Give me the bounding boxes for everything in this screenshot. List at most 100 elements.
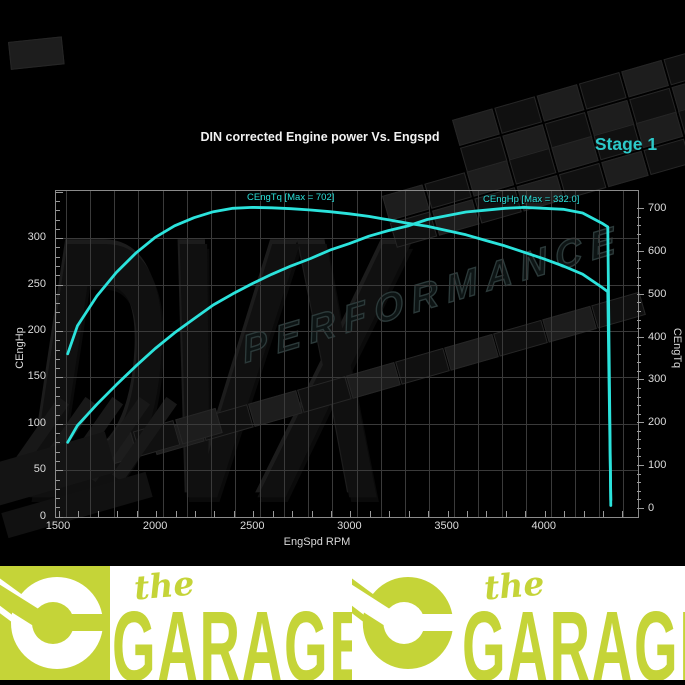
curve-CEngTq <box>66 205 613 502</box>
x-axis-tick <box>214 511 216 517</box>
left-axis-tick <box>56 191 63 193</box>
stage-badge: Stage 1 <box>594 134 658 154</box>
gridline-vertical <box>574 191 576 517</box>
right-axis-tick <box>637 208 644 210</box>
right-tick-label: 500 <box>648 287 667 300</box>
right-axis-tick <box>637 233 641 235</box>
left-axis-tick <box>56 470 63 472</box>
x-axis-tick <box>428 511 430 517</box>
gridline-horizontal <box>56 238 638 240</box>
left-axis-tick <box>56 368 60 370</box>
x-tick-label: 2000 <box>142 520 168 532</box>
gridline-vertical <box>211 191 213 517</box>
right-axis-tick <box>637 362 641 364</box>
x-axis-tick <box>564 511 566 517</box>
right-axis-tick <box>637 499 641 501</box>
right-axis-tick <box>637 242 641 244</box>
x-axis-tick <box>408 511 410 517</box>
left-tick-label: 50 <box>33 463 46 476</box>
right-tick-label: 400 <box>648 330 667 343</box>
x-axis-tick <box>311 511 313 517</box>
x-axis-tick <box>350 511 352 517</box>
right-axis-tick <box>637 447 641 449</box>
x-axis-tick <box>544 511 546 517</box>
right-axis-tick <box>637 285 641 287</box>
footer-banner: the GARAGE the GARAGE <box>0 563 685 685</box>
left-axis-tick <box>56 423 63 425</box>
right-axis-tick <box>637 328 641 330</box>
right-axis-tick <box>637 336 644 338</box>
right-axis-tick <box>637 276 641 278</box>
x-axis-tick <box>78 511 80 517</box>
gridline-vertical <box>526 191 528 517</box>
curve-CEngHp <box>66 205 613 507</box>
left-axis-tick <box>56 219 60 221</box>
x-axis-tick <box>525 511 527 517</box>
right-tick-label: 700 <box>648 202 667 215</box>
right-axis-tick <box>637 251 644 253</box>
x-axis-tick <box>195 511 196 517</box>
gridline-vertical <box>623 191 625 517</box>
x-axis-tick <box>467 511 468 517</box>
gridline-vertical <box>599 191 601 517</box>
gridline-horizontal <box>56 330 638 332</box>
gridline-horizontal <box>56 423 638 425</box>
left-axis-tick <box>56 358 60 360</box>
gridline-vertical <box>138 191 140 517</box>
brand-text: the GARAGE <box>110 566 352 680</box>
left-axis-tick <box>56 247 60 249</box>
right-axis-tick <box>637 302 641 304</box>
left-axis-tick <box>56 210 60 212</box>
x-axis-tick <box>369 511 371 517</box>
left-axis-tick <box>56 451 60 453</box>
gridline-vertical <box>502 191 504 517</box>
left-axis-tick <box>56 479 60 481</box>
x-tick-label: 2500 <box>240 520 265 532</box>
gridline-vertical <box>356 191 358 517</box>
left-axis-tick <box>56 228 60 230</box>
brand-garage-text: GARAGE <box>462 590 685 681</box>
x-axis-title: EngSpd RPM <box>283 536 351 548</box>
right-axis-tick <box>637 293 644 295</box>
gridline-vertical <box>308 191 310 517</box>
left-axis-tick <box>56 265 60 267</box>
curves-svg <box>66 205 613 507</box>
x-axis-tick <box>117 511 119 517</box>
gridline-vertical <box>405 191 407 517</box>
chart-title: DIN corrected Engine power Vs. Engspd <box>200 130 440 144</box>
x-tick-label: 4000 <box>531 520 556 532</box>
torque-max-annotation: CEngTq [Max = 702] <box>247 192 335 203</box>
right-axis-tick <box>637 490 641 492</box>
left-axis-tick <box>56 498 60 500</box>
left-axis-tick <box>56 293 60 295</box>
gridline-horizontal <box>56 284 638 286</box>
left-axis-tick <box>56 395 60 397</box>
right-axis-tick <box>637 268 641 270</box>
right-axis-tick <box>637 439 641 441</box>
left-axis-tick <box>56 238 63 240</box>
left-axis-title: CEngHp <box>14 327 26 369</box>
brand-text: the GARAGE <box>460 566 685 680</box>
right-axis-tick <box>637 370 641 372</box>
brand-garage-text: GARAGE <box>112 590 352 681</box>
right-axis-tick <box>637 216 641 218</box>
x-axis-tick <box>97 511 99 517</box>
right-axis-title: CEngTq <box>671 327 683 369</box>
left-axis-tick <box>56 405 60 407</box>
left-tick-label: 150 <box>27 370 46 383</box>
left-axis-tick <box>56 303 60 305</box>
gridline-vertical <box>380 191 382 517</box>
x-axis-tick <box>447 511 449 517</box>
left-axis-tick <box>56 312 60 314</box>
left-axis-tick <box>56 414 60 416</box>
left-tick-label: 0 <box>39 509 46 522</box>
gridline-vertical <box>186 191 188 517</box>
right-axis-tick <box>637 345 641 347</box>
x-axis-tick <box>59 511 60 517</box>
chart-region: DVX PERFORMANCE DIN corrected Engine pow… <box>0 36 685 563</box>
right-tick-label: 600 <box>648 245 667 258</box>
x-axis-tick <box>233 511 235 517</box>
right-tick-label: 300 <box>648 373 667 386</box>
garage-logo-icon <box>352 566 460 680</box>
